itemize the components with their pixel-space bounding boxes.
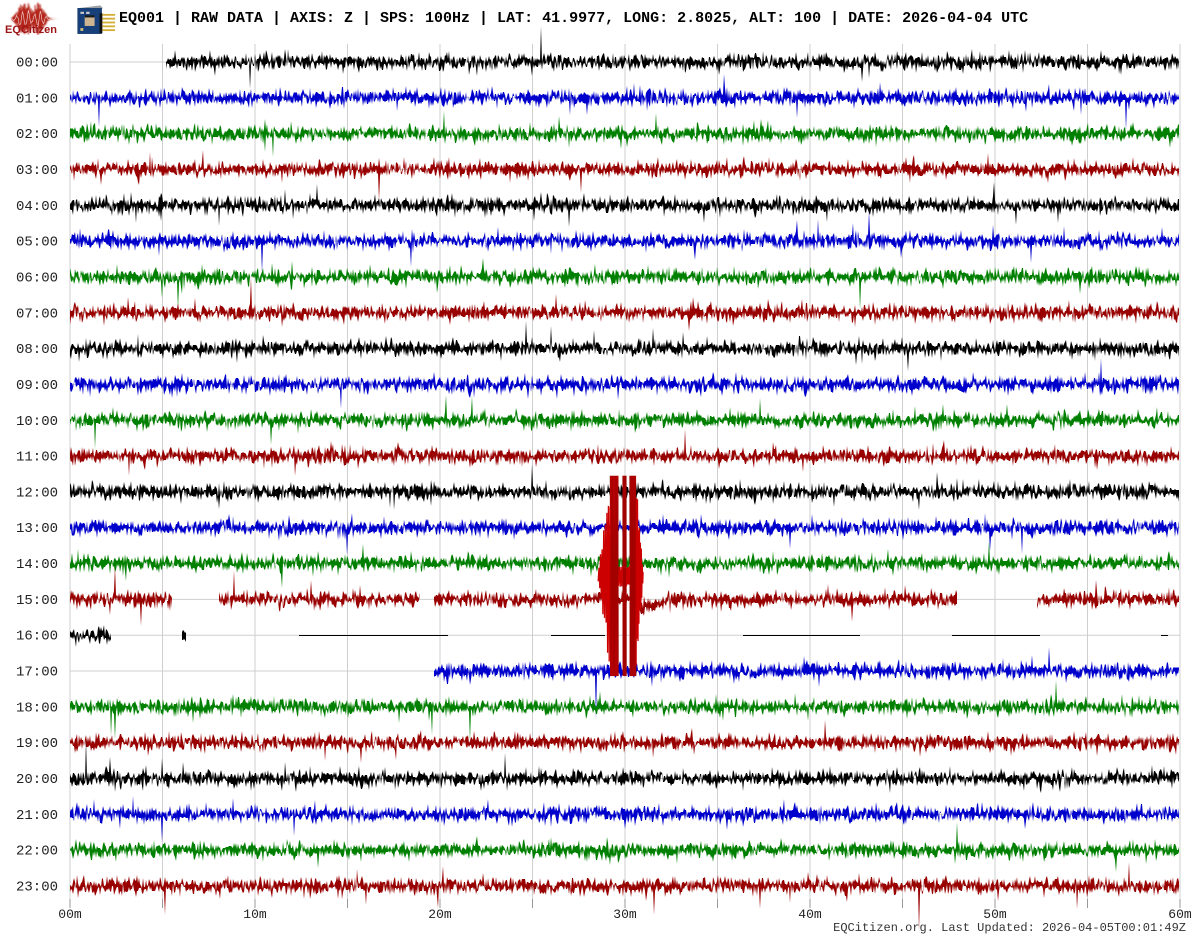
svg-text:07:00: 07:00	[16, 306, 58, 322]
svg-text:19:00: 19:00	[16, 736, 58, 752]
svg-text:01:00: 01:00	[16, 91, 58, 107]
svg-text:02:00: 02:00	[16, 127, 58, 143]
svg-text:17:00: 17:00	[16, 665, 58, 681]
svg-text:21:00: 21:00	[16, 808, 58, 824]
svg-text:16:00: 16:00	[16, 629, 58, 645]
svg-text:20:00: 20:00	[16, 772, 58, 788]
svg-text:10:00: 10:00	[16, 414, 58, 430]
svg-text:18:00: 18:00	[16, 700, 58, 716]
svg-text:10m: 10m	[243, 907, 267, 922]
svg-text:11:00: 11:00	[16, 450, 58, 466]
svg-text:15:00: 15:00	[16, 593, 58, 609]
svg-text:30m: 30m	[613, 907, 637, 922]
svg-text:00:00: 00:00	[16, 56, 58, 72]
svg-text:20m: 20m	[428, 907, 452, 922]
svg-text:50m: 50m	[983, 907, 1007, 922]
svg-text:13:00: 13:00	[16, 521, 58, 537]
svg-text:12:00: 12:00	[16, 485, 58, 501]
svg-text:22:00: 22:00	[16, 844, 58, 860]
svg-text:09:00: 09:00	[16, 378, 58, 394]
svg-text:00m: 00m	[58, 907, 82, 922]
svg-text:60m: 60m	[1168, 907, 1192, 922]
svg-text:06:00: 06:00	[16, 271, 58, 287]
svg-text:08:00: 08:00	[16, 342, 58, 358]
svg-text:03:00: 03:00	[16, 163, 58, 179]
svg-text:05:00: 05:00	[16, 235, 58, 251]
svg-text:04:00: 04:00	[16, 199, 58, 215]
svg-text:40m: 40m	[798, 907, 822, 922]
svg-text:14:00: 14:00	[16, 557, 58, 573]
svg-text:23:00: 23:00	[16, 880, 58, 896]
